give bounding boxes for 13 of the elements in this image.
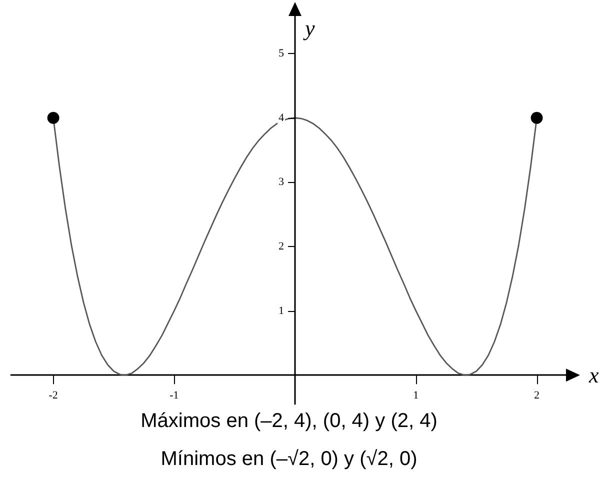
y-tick-label: 1 xyxy=(278,304,284,317)
x-tick-label: 1 xyxy=(413,390,419,402)
y-tick-label: 2 xyxy=(278,240,284,252)
x-tick-label: 2 xyxy=(534,390,540,402)
y-axis-title: y xyxy=(303,16,316,40)
y-tick-label: 4 xyxy=(278,112,285,124)
x-axis-title: x xyxy=(588,362,599,388)
y-tick-label: 5 xyxy=(278,48,285,60)
text: Máximos en (–2, 4), (0, 4) y (2, 4) xyxy=(140,410,438,432)
x-tick-label: -1 xyxy=(170,390,179,402)
y-tick-label: 3 xyxy=(278,176,285,188)
text: Mínimos en (–√2, 0) y (√2, 0) xyxy=(160,448,418,470)
x-tick-label: -2 xyxy=(48,390,58,402)
